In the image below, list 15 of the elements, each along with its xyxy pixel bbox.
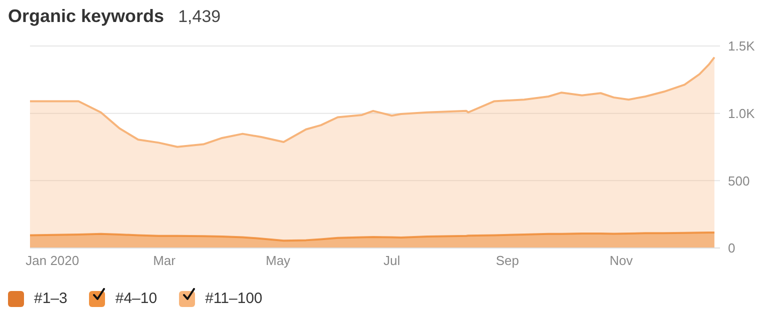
y-tick-label: 1.0K [728,106,756,121]
x-tick-label: Mar [153,253,176,268]
x-tick-label: Jul [383,253,400,268]
legend-label: #4–10 [115,290,158,307]
legend-label: #1–3 [34,290,68,307]
x-tick-label: Sep [496,253,519,268]
y-tick-label: 1.5K [728,38,756,54]
y-tick-label: 500 [728,173,750,188]
legend-label: #11–100 [205,290,262,307]
x-tick-label: Jan 2020 [26,253,80,268]
x-tick-label: May [266,253,291,268]
chart-title: Organic keywords [8,6,164,27]
y-tick-label: 0 [728,240,736,256]
x-tick-label: Nov [610,253,634,268]
chart-subtitle: 1,439 [178,7,221,27]
